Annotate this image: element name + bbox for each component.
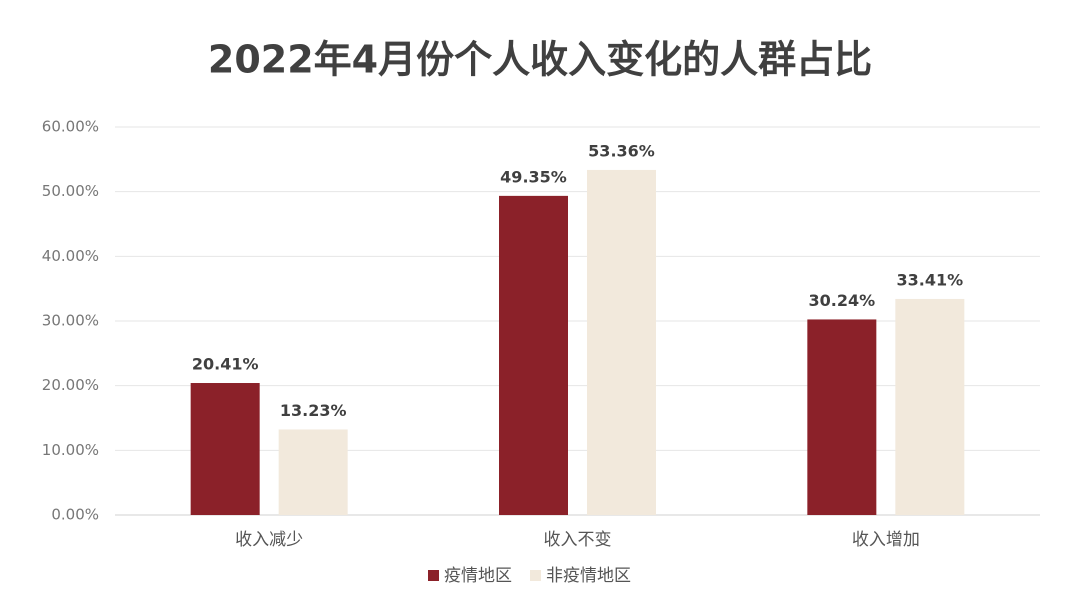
y-tick-label: 10.00%	[42, 441, 99, 459]
legend-swatch	[530, 570, 541, 581]
value-label: 30.24%	[809, 291, 876, 310]
y-tick-label: 40.00%	[42, 247, 99, 265]
x-tick-label: 收入不变	[544, 530, 612, 550]
legend-swatch	[428, 570, 439, 581]
bar	[499, 195, 568, 515]
y-tick-label: 30.00%	[42, 312, 99, 330]
x-tick-label: 收入减少	[235, 530, 303, 550]
value-label: 53.36%	[588, 141, 655, 160]
value-label: 49.35%	[500, 167, 567, 186]
bar	[895, 298, 965, 515]
bar	[278, 429, 348, 515]
y-tick-label: 60.00%	[42, 118, 99, 136]
x-tick-label: 收入增加	[852, 530, 920, 550]
legend-label: 非疫情地区	[546, 566, 631, 586]
value-label: 33.41%	[897, 270, 964, 289]
bar	[587, 169, 656, 515]
y-tick-label: 20.00%	[42, 376, 99, 394]
y-tick-label: 0.00%	[51, 506, 99, 524]
chart-title: 2022年4月份个人收入变化的人群占比	[208, 38, 872, 82]
y-tick-label: 50.00%	[42, 182, 99, 200]
legend-label: 疫情地区	[444, 566, 512, 586]
value-label: 13.23%	[280, 401, 347, 420]
bar	[807, 319, 877, 515]
value-label: 20.41%	[192, 355, 259, 374]
bar	[190, 383, 260, 515]
